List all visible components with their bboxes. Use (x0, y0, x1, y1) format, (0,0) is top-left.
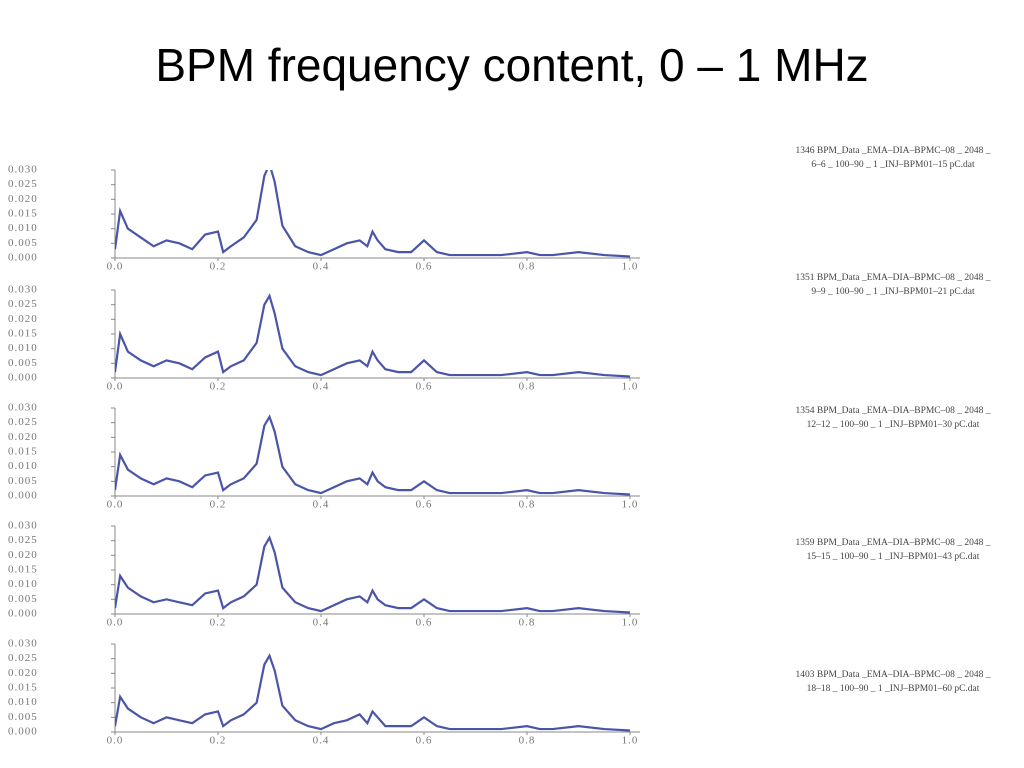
x-tick-label: 0.4 (313, 617, 330, 629)
y-tick-label: 0.005 (8, 357, 38, 369)
x-tick-label: 1.0 (622, 617, 639, 629)
caption: 1359 BPM_Data _EMA–DIA–BPMC–08 _ 2048 _ … (795, 538, 991, 562)
x-tick-label: 0.6 (416, 735, 433, 747)
y-tick-label: 0.005 (8, 475, 38, 487)
y-tick-label: 0.010 (8, 696, 38, 708)
spectrum-line (115, 293, 631, 378)
x-tick-label: 0.4 (313, 381, 330, 393)
spectrum-line (115, 170, 631, 258)
x-tick-label: 0.4 (313, 261, 330, 273)
y-tick-label: 0.010 (8, 342, 38, 354)
chart: 0.000 0.005 0.010 0.015 0.020 0.025 0.030 0.0 0.… (8, 164, 640, 273)
y-tick-label: 0.015 (8, 446, 38, 458)
y-tick-label: 0.005 (8, 237, 38, 249)
caption: 1351 BPM_Data _EMA–DIA–BPMC–08 _ 2048 _ … (795, 273, 991, 297)
spectrum-line (115, 653, 631, 732)
x-tick-label: 0.8 (519, 735, 536, 747)
y-tick-label: 0.020 (8, 313, 38, 325)
caption: 1346 BPM_Data _EMA–DIA–BPMC–08 _ 2048 _ … (795, 146, 991, 170)
x-tick-label: 0.0 (107, 381, 124, 393)
x-tick-label: 0.8 (519, 499, 536, 511)
chart: 0.000 0.005 0.010 0.015 0.020 0.025 0.030 0.0 0.… (8, 284, 640, 393)
y-tick-label: 0.030 (8, 520, 38, 532)
x-tick-label: 0.4 (313, 735, 330, 747)
chart: 0.000 0.005 0.010 0.015 0.020 0.025 0.030 0.0 0.… (8, 402, 640, 511)
chart: 0.000 0.005 0.010 0.015 0.020 0.025 0.030 0.0 0.… (8, 638, 640, 747)
x-tick-label: 0.2 (210, 499, 227, 511)
y-tick-label: 0.015 (8, 682, 38, 694)
y-tick-label: 0.025 (8, 534, 38, 546)
x-tick-label: 0.6 (416, 617, 433, 629)
y-tick-label: 0.015 (8, 564, 38, 576)
y-tick-label: 0.025 (8, 652, 38, 664)
y-tick-label: 0.010 (8, 460, 38, 472)
slide-title: BPM frequency content, 0 – 1 MHz (155, 39, 869, 91)
y-tick-label: 0.000 (8, 726, 38, 738)
x-tick-label: 0.6 (416, 261, 433, 273)
x-tick-label: 0.2 (210, 735, 227, 747)
x-tick-label: 1.0 (622, 499, 639, 511)
y-tick-label: 0.000 (8, 252, 38, 264)
y-tick-label: 0.000 (8, 490, 38, 502)
x-tick-label: 0.2 (210, 261, 227, 273)
y-tick-label: 0.000 (8, 608, 38, 620)
caption: 1354 BPM_Data _EMA–DIA–BPMC–08 _ 2048 _ … (795, 406, 991, 430)
spectrum-line (115, 414, 631, 496)
x-tick-label: 0.6 (416, 381, 433, 393)
x-tick-label: 0.2 (210, 617, 227, 629)
x-tick-label: 1.0 (622, 735, 639, 747)
x-tick-label: 0.0 (107, 617, 124, 629)
y-tick-label: 0.010 (8, 222, 38, 234)
x-tick-label: 0.8 (519, 617, 536, 629)
y-tick-label: 0.015 (8, 328, 38, 340)
y-tick-label: 0.020 (8, 549, 38, 561)
x-tick-label: 1.0 (622, 261, 639, 273)
y-tick-label: 0.030 (8, 402, 38, 414)
y-tick-label: 0.020 (8, 667, 38, 679)
x-tick-label: 0.0 (107, 261, 124, 273)
caption: 1403 BPM_Data _EMA–DIA–BPMC–08 _ 2048 _ … (795, 670, 991, 694)
y-tick-label: 0.020 (8, 193, 38, 205)
y-tick-label: 0.030 (8, 638, 38, 650)
y-tick-label: 0.000 (8, 372, 38, 384)
y-tick-label: 0.025 (8, 416, 38, 428)
x-tick-label: 0.2 (210, 381, 227, 393)
x-tick-label: 1.0 (622, 381, 639, 393)
y-tick-label: 0.030 (8, 164, 38, 176)
x-tick-label: 0.0 (107, 499, 124, 511)
y-tick-label: 0.015 (8, 208, 38, 220)
y-tick-label: 0.005 (8, 593, 38, 605)
y-tick-label: 0.025 (8, 298, 38, 310)
y-tick-label: 0.025 (8, 178, 38, 190)
x-tick-label: 0.8 (519, 381, 536, 393)
x-tick-label: 0.4 (313, 499, 330, 511)
x-tick-label: 0.8 (519, 261, 536, 273)
x-tick-label: 0.0 (107, 735, 124, 747)
x-tick-label: 0.6 (416, 499, 433, 511)
y-tick-label: 0.020 (8, 431, 38, 443)
y-tick-label: 0.010 (8, 578, 38, 590)
chart: 0.000 0.005 0.010 0.015 0.020 0.025 0.030 0.0 0.… (8, 520, 640, 629)
y-tick-label: 0.005 (8, 711, 38, 723)
y-tick-label: 0.030 (8, 284, 38, 296)
spectrum-line (115, 535, 631, 614)
